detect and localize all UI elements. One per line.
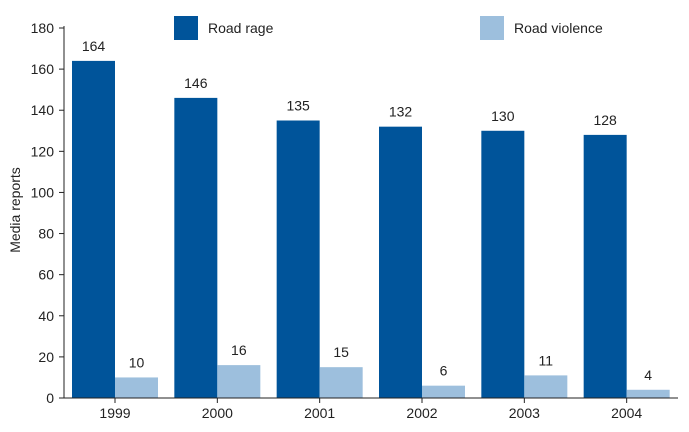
x-tick-label: 2002 (406, 405, 437, 421)
bar-road-violence-1999 (115, 377, 158, 398)
bar-road-violence-2003 (524, 375, 568, 398)
bar-road-rage-2004 (583, 134, 627, 398)
data-label: 4 (644, 367, 652, 383)
bar-road-violence-2004 (626, 389, 670, 398)
y-tick-label: 80 (38, 226, 54, 242)
bars (72, 60, 670, 399)
data-label: 128 (593, 112, 617, 128)
data-label: 15 (333, 344, 349, 360)
x-axis: 1999 2000 2001 2002 2003 2004 (64, 397, 678, 421)
data-label: 164 (82, 38, 106, 54)
legend-swatch (480, 16, 504, 40)
legend-swatch (174, 16, 198, 40)
data-label: 16 (231, 342, 247, 358)
y-axis: 0 20 40 60 80 100 120 140 160 180 (31, 20, 65, 406)
x-tick-label: 1999 (99, 405, 130, 421)
x-tick-label: 2004 (611, 405, 642, 421)
y-tick-label: 40 (38, 308, 54, 324)
data-label: 6 (440, 363, 448, 379)
y-tick-label: 20 (38, 349, 54, 365)
y-tick-label: 160 (31, 61, 55, 77)
data-label: 11 (539, 352, 554, 368)
x-tick-label: 2001 (304, 405, 335, 421)
y-tick-label: 100 (31, 184, 55, 200)
y-tick-label: 0 (46, 390, 54, 406)
data-label: 135 (286, 98, 310, 114)
bar-road-violence-2000 (217, 365, 261, 398)
data-label: 10 (129, 354, 145, 370)
bar-road-rage-2003 (481, 130, 525, 398)
y-tick-label: 60 (38, 267, 54, 283)
y-tick-label: 180 (31, 20, 55, 36)
y-tick-label: 120 (31, 143, 55, 159)
data-label: 130 (491, 108, 515, 124)
y-tick-label: 140 (31, 102, 55, 118)
legend-label: Road violence (514, 20, 603, 36)
data-label: 146 (184, 75, 208, 91)
x-tick-label: 2000 (202, 405, 233, 421)
data-label: 132 (389, 104, 413, 120)
legend: Road rage Road violence (174, 16, 603, 40)
y-axis-title: Media reports (7, 167, 23, 253)
x-tick-label: 2003 (509, 405, 540, 421)
bar-road-rage-2001 (276, 120, 320, 398)
data-labels: 164 10 146 16 135 15 132 6 130 11 128 4 (82, 38, 652, 383)
legend-label: Road rage (208, 20, 274, 36)
bar-road-violence-2001 (319, 367, 363, 398)
bar-road-rage-2000 (174, 97, 218, 398)
bar-road-rage-1999 (72, 60, 115, 399)
bar-road-violence-2002 (422, 385, 465, 398)
bar-road-rage-2002 (379, 126, 422, 399)
